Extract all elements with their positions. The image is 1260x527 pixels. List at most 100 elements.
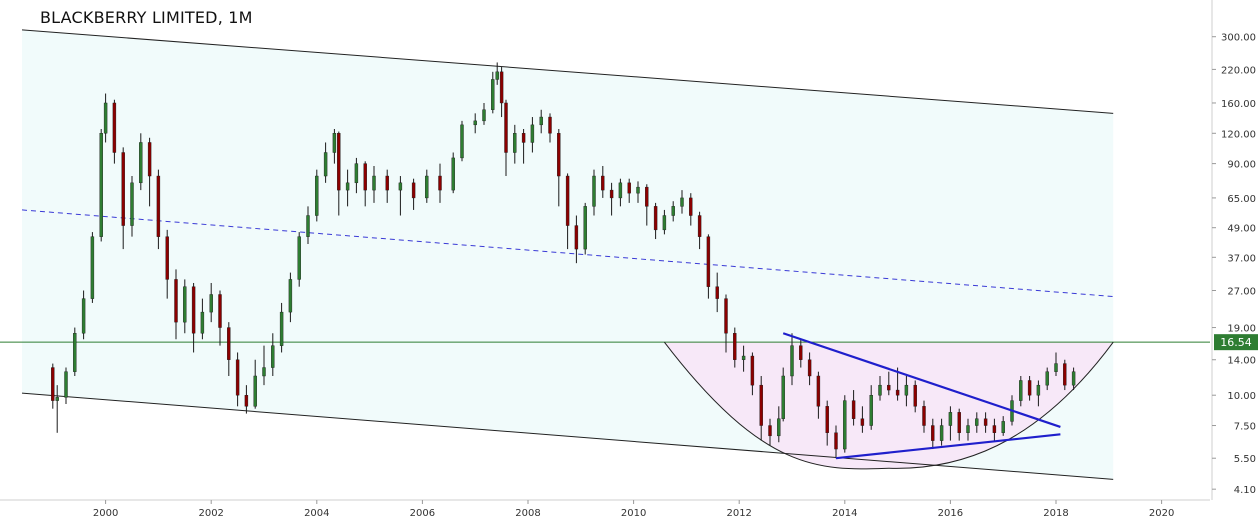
candle-body [235,359,240,396]
y-tick-label: 5.50 [1234,454,1256,465]
candle-body [183,286,187,323]
channel-mid-line [21,209,1114,298]
candle-body [521,133,526,143]
candle-body [759,384,763,426]
channel-lower-line [21,392,1114,480]
y-tick-label: 37.00 [1227,253,1256,264]
candle-body [750,355,755,386]
candle-body [279,311,284,346]
candle-body [473,120,477,126]
candle-body [645,186,649,207]
candle-body [491,79,495,110]
last-price-badge [1214,334,1258,351]
candle-body [592,175,596,207]
chart-title: BLACKBERRY LIMITED, 1M [40,8,253,27]
candle-body [354,163,359,184]
y-tick-label: 4.10 [1234,485,1256,496]
candle-body [895,389,900,396]
candle-body [878,384,882,396]
candle-body [768,425,772,437]
candle-body [191,286,196,334]
candle-body [73,333,77,372]
x-tick-label: 2000 [93,508,118,519]
channel-upper-line [21,29,1114,114]
candle-body [51,367,55,401]
candle-body [297,236,301,280]
candle-body [1063,363,1067,386]
y-tick-label: 10.00 [1227,391,1256,402]
candle-body [385,175,389,191]
x-tick-label: 2012 [726,508,751,519]
candle-body [825,406,829,433]
x-tick-label: 2016 [938,508,963,519]
y-tick-label: 160.00 [1221,99,1256,110]
candle-body [636,186,640,194]
candle-body [271,345,275,368]
y-tick-label: 27.00 [1227,287,1256,298]
candle-body [425,175,429,199]
candle-body [992,425,997,433]
candle-body [337,133,341,191]
candle-body [601,175,605,191]
candle-body [288,279,293,313]
candle-body [504,102,508,153]
candle-body [451,157,455,191]
candles-layer [51,62,1076,459]
candle-body [653,206,658,231]
candle-body [957,412,961,433]
candle-body [411,182,416,199]
candle-body [345,182,350,191]
y-tick-label: 65.00 [1227,194,1256,205]
candle-body [1045,371,1049,386]
candle-body [112,102,117,153]
candle-body [816,375,821,407]
cup-fill [664,342,1114,469]
candle-body [939,425,944,441]
candle-body [680,197,684,207]
candle-body [539,116,543,126]
candle-body [662,215,667,231]
triangle-lower-line [835,433,1061,460]
y-tick-label: 300.00 [1221,33,1256,44]
candle-body [715,286,719,299]
y-tick-label: 19.00 [1227,324,1256,335]
candle-body [860,418,865,426]
candle-body [398,182,403,191]
candle-body [966,425,970,433]
candle-body [55,397,59,401]
candle-body [209,294,213,313]
candle-body [807,359,812,377]
candle-body [1071,371,1076,386]
candle-body [315,175,319,216]
pattern-layer [664,332,1114,470]
candle-body [799,345,803,360]
y-tick-label: 7.50 [1234,422,1256,433]
candle-body [777,418,781,437]
candle-body [499,71,504,104]
y-tick-label: 90.00 [1227,160,1256,171]
candle-body [904,384,909,396]
candle-body [513,133,517,153]
candle-body [557,133,561,177]
candle-body [332,133,337,153]
candle-body [1019,380,1023,401]
background-layer [22,29,1114,480]
trendline-layer [0,29,1210,480]
candle-body [218,294,222,328]
x-tick-label: 2010 [621,508,646,519]
triangle-upper-line [782,332,1061,428]
candle-body [147,142,152,177]
candle-body [1036,384,1041,396]
candle-body [482,109,486,122]
y-tick-label: 220.00 [1221,65,1256,76]
cup-outline [664,341,1114,470]
candle-body [139,142,143,184]
candle-body [363,163,367,191]
candle-body [609,189,614,199]
candle-body [931,425,935,441]
candle-body [495,71,499,80]
x-tick-label: 2002 [198,508,223,519]
candle-body [790,345,794,377]
